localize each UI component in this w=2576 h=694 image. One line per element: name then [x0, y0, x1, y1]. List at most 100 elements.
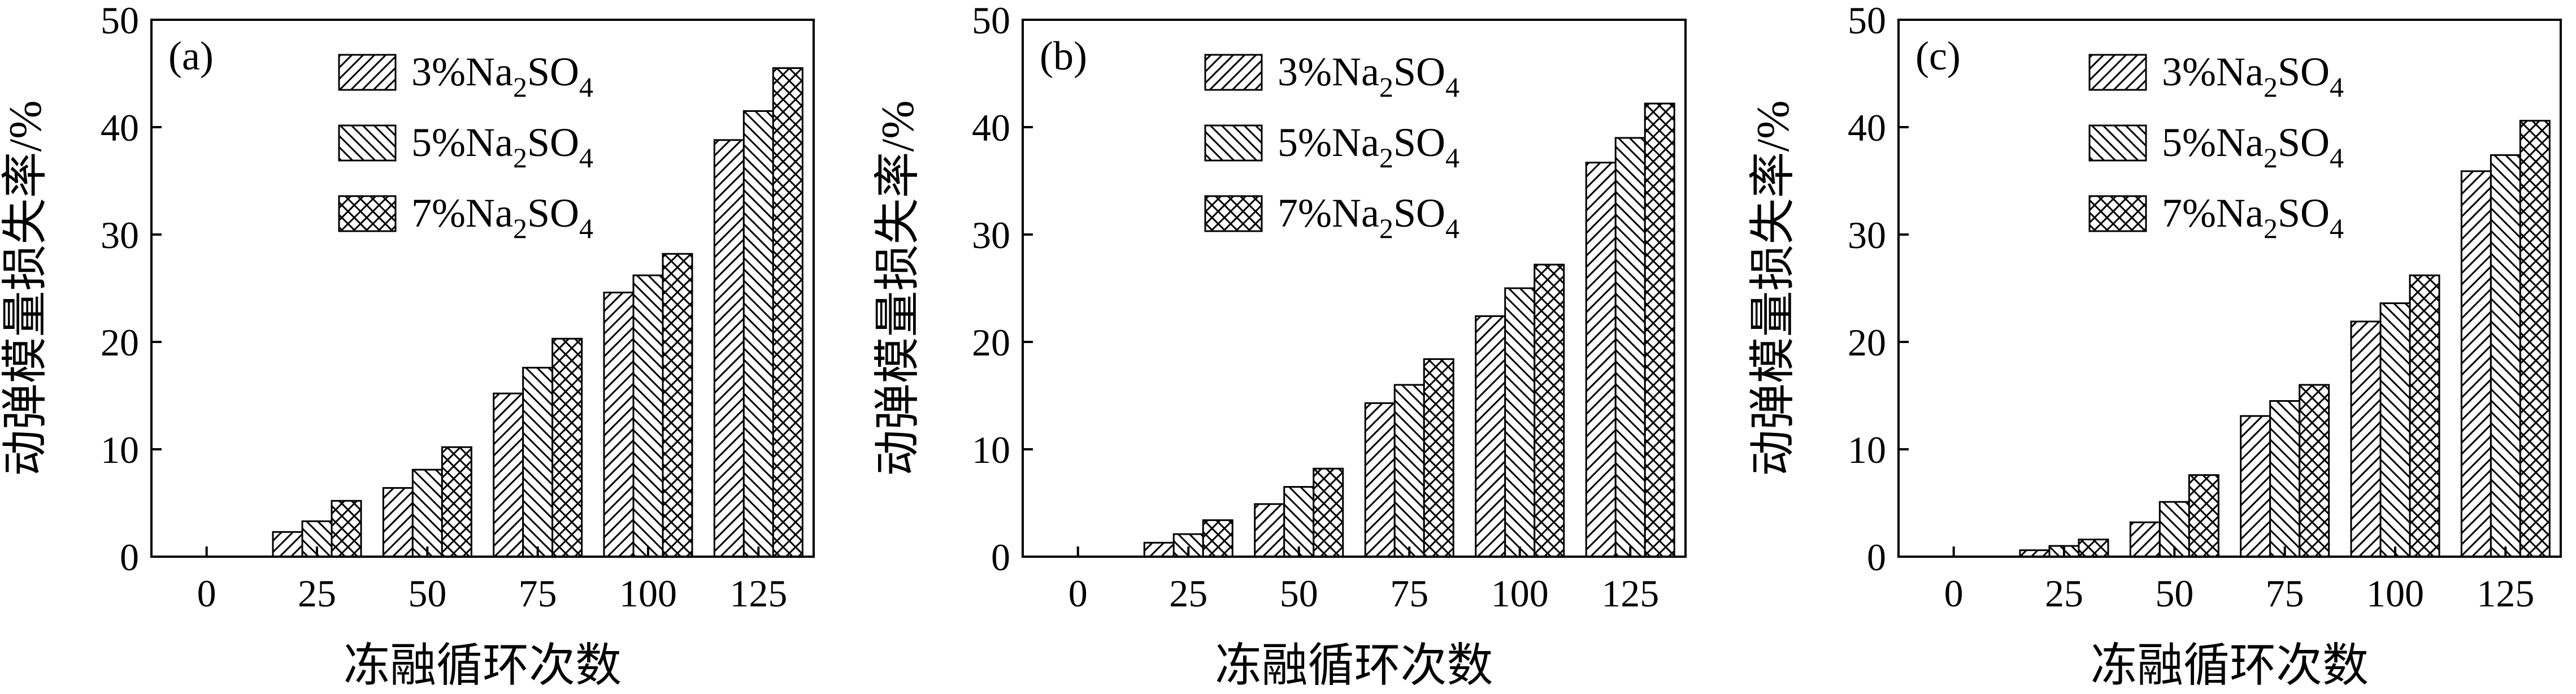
bar-7pct-Na2SO4-75: [2299, 384, 2330, 558]
bar-5pct-Na2SO4-50: [1283, 486, 1315, 558]
legend-swatch: [2088, 124, 2147, 162]
y-tick-label: 50: [972, 0, 1010, 42]
bar-7pct-Na2SO4-100: [1534, 263, 1565, 558]
y-tick-label: 0: [991, 536, 1010, 579]
plot-frame: [1897, 19, 2562, 558]
legend-label: 5%Na2SO4: [2162, 120, 2344, 174]
y-tick-label: 30: [1848, 214, 1886, 257]
bar-5pct-Na2SO4-50: [411, 469, 443, 558]
bar-7pct-Na2SO4-50: [2188, 474, 2219, 558]
bar-5pct-Na2SO4-75: [1393, 384, 1425, 558]
x-tick-label: 75: [2266, 572, 2304, 615]
chart-panel-1: 0 10 20 30 40 50 0 25 50 75 100 125 冻融循环次数 动弹模量损失率/% (…: [0, 0, 815, 691]
legend-label: 3%Na2SO4: [411, 49, 593, 103]
bar-7pct-Na2SO4-25: [331, 500, 362, 558]
y-axis-title: 动弹模量损失率/%: [0, 100, 51, 476]
bar-3pct-Na2SO4-125: [2460, 170, 2492, 558]
bar-3pct-Na2SO4-100: [2350, 320, 2382, 558]
y-axis-title: 动弹模量损失率/%: [872, 100, 923, 476]
x-tick-label: 100: [2366, 572, 2424, 615]
bar-3pct-Na2SO4-50: [382, 487, 414, 558]
x-tick-label: 100: [619, 572, 677, 615]
chart-panel-3: 0 10 20 30 40 50 0 25 50 75 100 125 冻融循环次数 动弹模量损失率/% (…: [1747, 0, 2562, 691]
x-tick-label: 100: [1491, 572, 1549, 615]
bar-7pct-Na2SO4-125: [1644, 102, 1675, 558]
legend-label: 5%Na2SO4: [411, 120, 593, 174]
legend-label: 3%Na2SO4: [1278, 49, 1459, 103]
chart-panel-2: 0 10 20 30 40 50 0 25 50 75 100 125 冻融循环次数 动弹模量损失率/% (…: [872, 0, 1687, 691]
x-tick-label: 25: [298, 572, 336, 615]
bar-3pct-Na2SO4-50: [1254, 503, 1285, 558]
x-tick-label: 125: [1601, 572, 1659, 615]
legend-swatch: [2088, 195, 2147, 232]
bar-3pct-Na2SO4-100: [1475, 315, 1506, 558]
plot-frame: [1022, 19, 1687, 558]
bar-3pct-Na2SO4-75: [493, 392, 524, 558]
bar-5pct-Na2SO4-125: [2490, 154, 2521, 558]
y-tick-label: 30: [101, 214, 139, 257]
legend-swatch: [1204, 124, 1263, 162]
bar-7pct-Na2SO4-50: [1313, 467, 1344, 558]
panel-label: (a): [168, 33, 214, 79]
x-tick-label: 0: [1944, 572, 1964, 615]
bar-3pct-Na2SO4-75: [2240, 415, 2271, 558]
x-tick-label: 25: [2045, 572, 2083, 615]
x-tick-label: 50: [2155, 572, 2193, 615]
y-tick-label: 10: [1848, 428, 1886, 471]
bar-3pct-Na2SO4-125: [713, 139, 745, 558]
legend-swatch: [338, 54, 397, 91]
legend-label: 5%Na2SO4: [1278, 120, 1459, 174]
panel-label: (b): [1040, 33, 1087, 79]
bar-5pct-Na2SO4-100: [632, 274, 664, 558]
bar-3pct-Na2SO4-100: [603, 292, 635, 558]
x-axis-title: 冻融循环次数: [344, 640, 622, 691]
bar-7pct-Na2SO4-75: [1423, 358, 1454, 558]
bar-7pct-Na2SO4-25: [1202, 519, 1233, 558]
legend-swatch: [338, 124, 397, 162]
bar-5pct-Na2SO4-75: [2269, 400, 2301, 558]
x-tick-label: 0: [1068, 572, 1088, 615]
y-tick-label: 20: [1848, 321, 1886, 364]
legend-label: 3%Na2SO4: [2162, 49, 2344, 103]
bar-7pct-Na2SO4-25: [2078, 539, 2109, 558]
bar-7pct-Na2SO4-125: [772, 67, 803, 558]
x-tick-label: 125: [2477, 572, 2534, 615]
y-tick-label: 0: [120, 536, 139, 579]
x-tick-label: 125: [729, 572, 787, 615]
bar-3pct-Na2SO4-125: [1585, 162, 1617, 558]
y-tick-label: 50: [1848, 0, 1886, 42]
x-axis-title: 冻融循环次数: [2091, 640, 2369, 691]
bar-7pct-Na2SO4-75: [551, 337, 583, 558]
panel-label: (c): [1915, 33, 1961, 79]
bar-5pct-Na2SO4-75: [522, 367, 554, 558]
x-tick-label: 0: [197, 572, 216, 615]
x-tick-label: 75: [1390, 572, 1428, 615]
x-tick-label: 50: [1280, 572, 1318, 615]
y-tick-label: 40: [101, 106, 139, 149]
bar-5pct-Na2SO4-100: [1504, 287, 1536, 558]
x-tick-label: 25: [1169, 572, 1207, 615]
y-tick-label: 30: [972, 214, 1010, 257]
x-tick-label: 50: [408, 572, 446, 615]
legend-label: 7%Na2SO4: [2162, 190, 2344, 244]
y-tick-label: 40: [1848, 106, 1886, 149]
bar-7pct-Na2SO4-100: [662, 253, 693, 558]
bar-7pct-Na2SO4-125: [2519, 120, 2551, 558]
bar-7pct-Na2SO4-50: [441, 446, 472, 558]
bar-3pct-Na2SO4-25: [1143, 541, 1175, 558]
y-tick-label: 20: [972, 321, 1010, 364]
plot-frame: [150, 19, 815, 558]
x-tick-label: 75: [519, 572, 557, 615]
bar-5pct-Na2SO4-125: [742, 110, 774, 558]
bar-3pct-Na2SO4-50: [2129, 521, 2161, 558]
y-tick-label: 10: [972, 428, 1010, 471]
y-tick-label: 40: [972, 106, 1010, 149]
legend-label: 7%Na2SO4: [411, 190, 593, 244]
legend-swatch: [2088, 54, 2147, 91]
y-tick-label: 0: [1867, 536, 1886, 579]
legend-swatch: [338, 195, 397, 232]
y-axis-title: 动弹模量损失率/%: [1747, 100, 1799, 476]
y-tick-label: 20: [101, 321, 139, 364]
bar-5pct-Na2SO4-125: [1614, 137, 1646, 558]
